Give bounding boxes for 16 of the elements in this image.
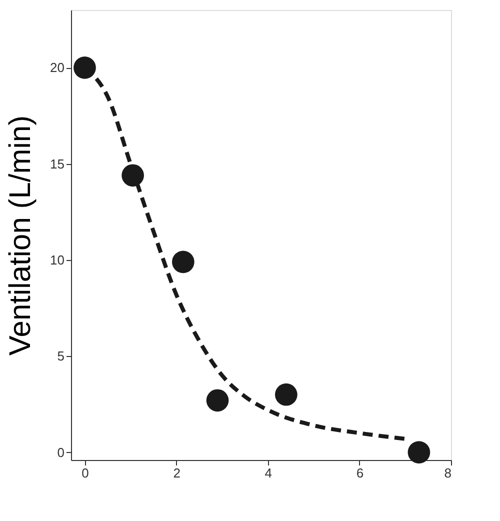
x-tick-label: 8 [444,466,452,480]
x-tick-label: 6 [356,466,364,480]
y-tick-label: 20 [50,60,64,76]
point [206,389,229,412]
y-axis-title: Ventilation (L/min) [4,115,38,356]
point [275,383,298,406]
y-tick-label: 5 [57,348,64,364]
point [172,250,194,274]
x-tick-label: 0 [82,466,89,480]
y-tick-label: 0 [57,444,64,460]
y-tick-label: 15 [50,156,64,172]
y-tick-label: 10 [50,252,64,268]
point [74,56,96,79]
point [408,441,430,464]
x-tick-label: 4 [264,466,272,480]
x-tick-label: 2 [173,466,180,480]
